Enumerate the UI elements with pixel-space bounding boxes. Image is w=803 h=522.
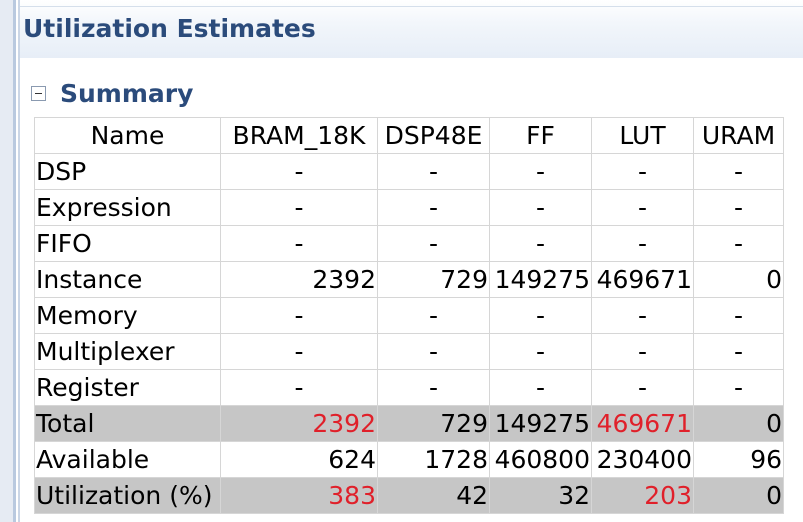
table-row-total: Total 2392 729 149275 469671 0 (34, 405, 784, 442)
cell-bram: - (220, 297, 378, 334)
section-title: Summary (60, 78, 194, 108)
table-header-row: Name BRAM_18K DSP48E FF LUT URAM (34, 117, 784, 154)
cell-dsp48e: 729 (377, 405, 490, 442)
cell-ff: 149275 (489, 405, 592, 442)
cell-lut: - (591, 333, 694, 370)
title-bar (20, 0, 803, 58)
cell-lut: - (591, 189, 694, 226)
column-header-ff: FF (489, 117, 592, 154)
table-row-utilization: Utilization (%) 383 42 32 203 0 (34, 477, 784, 514)
cell-lut: 203 (591, 477, 694, 514)
row-label: FIFO (34, 225, 221, 262)
row-label: Register (34, 369, 221, 406)
cell-lut: - (591, 153, 694, 190)
collapse-minus-icon[interactable] (31, 85, 46, 101)
cell-uram: 0 (693, 477, 784, 514)
cell-ff: - (489, 189, 592, 226)
cell-ff: - (489, 369, 592, 406)
cell-uram: - (693, 189, 784, 226)
cell-uram: 0 (693, 405, 784, 442)
cell-ff: - (489, 225, 592, 262)
table-row-expression: Expression - - - - - (34, 189, 784, 226)
table-row-instance: Instance 2392 729 149275 469671 0 (34, 261, 784, 298)
table-row-fifo: FIFO - - - - - (34, 225, 784, 262)
table-row-register: Register - - - - - (34, 369, 784, 406)
cell-lut: - (591, 369, 694, 406)
cell-uram: - (693, 153, 784, 190)
panel-left-gutter (0, 0, 13, 522)
cell-dsp48e: - (377, 369, 490, 406)
cell-uram: 0 (693, 261, 784, 298)
summary-table: Name BRAM_18K DSP48E FF LUT URAM DSP - -… (34, 117, 784, 514)
cell-ff: 149275 (489, 261, 592, 298)
column-header-lut: LUT (591, 117, 694, 154)
cell-dsp48e: - (377, 333, 490, 370)
column-header-dsp48e: DSP48E (377, 117, 490, 154)
cell-ff: - (489, 153, 592, 190)
cell-dsp48e: 1728 (377, 441, 490, 478)
row-label: Memory (34, 297, 221, 334)
cell-bram: 2392 (220, 261, 378, 298)
cell-bram: - (220, 189, 378, 226)
cell-bram: 383 (220, 477, 378, 514)
cell-dsp48e: 729 (377, 261, 490, 298)
row-label: Available (34, 441, 221, 478)
cell-dsp48e: - (377, 189, 490, 226)
table-row-memory: Memory - - - - - (34, 297, 784, 334)
panel-left-border (13, 0, 16, 522)
cell-ff: - (489, 297, 592, 334)
title-divider (20, 6, 803, 7)
cell-uram: 96 (693, 441, 784, 478)
column-header-bram: BRAM_18K (220, 117, 378, 154)
cell-lut: 469671 (591, 405, 694, 442)
cell-dsp48e: - (377, 297, 490, 334)
cell-bram: - (220, 225, 378, 262)
panel-left-border-inner (18, 0, 20, 522)
cell-lut: 469671 (591, 261, 694, 298)
cell-dsp48e: - (377, 225, 490, 262)
cell-bram: 624 (220, 441, 378, 478)
row-label: Utilization (%) (34, 477, 221, 514)
row-label: Multiplexer (34, 333, 221, 370)
page-title: Utilization Estimates (23, 14, 316, 43)
row-label: DSP (34, 153, 221, 190)
cell-lut: - (591, 297, 694, 334)
cell-lut: 230400 (591, 441, 694, 478)
table-row-dsp: DSP - - - - - (34, 153, 784, 190)
cell-uram: - (693, 225, 784, 262)
cell-dsp48e: 42 (377, 477, 490, 514)
cell-uram: - (693, 333, 784, 370)
row-label: Expression (34, 189, 221, 226)
table-row-available: Available 624 1728 460800 230400 96 (34, 441, 784, 478)
column-header-uram: URAM (693, 117, 784, 154)
cell-dsp48e: - (377, 153, 490, 190)
cell-bram: - (220, 333, 378, 370)
cell-bram: - (220, 369, 378, 406)
row-label: Total (34, 405, 221, 442)
summary-section-header[interactable]: Summary (31, 76, 193, 110)
cell-ff: - (489, 333, 592, 370)
cell-ff: 460800 (489, 441, 592, 478)
cell-ff: 32 (489, 477, 592, 514)
column-header-name: Name (34, 117, 221, 154)
cell-uram: - (693, 369, 784, 406)
row-label: Instance (34, 261, 221, 298)
cell-lut: - (591, 225, 694, 262)
cell-uram: - (693, 297, 784, 334)
cell-bram: - (220, 153, 378, 190)
table-row-multiplexer: Multiplexer - - - - - (34, 333, 784, 370)
minus-icon (35, 92, 42, 94)
cell-bram: 2392 (220, 405, 378, 442)
